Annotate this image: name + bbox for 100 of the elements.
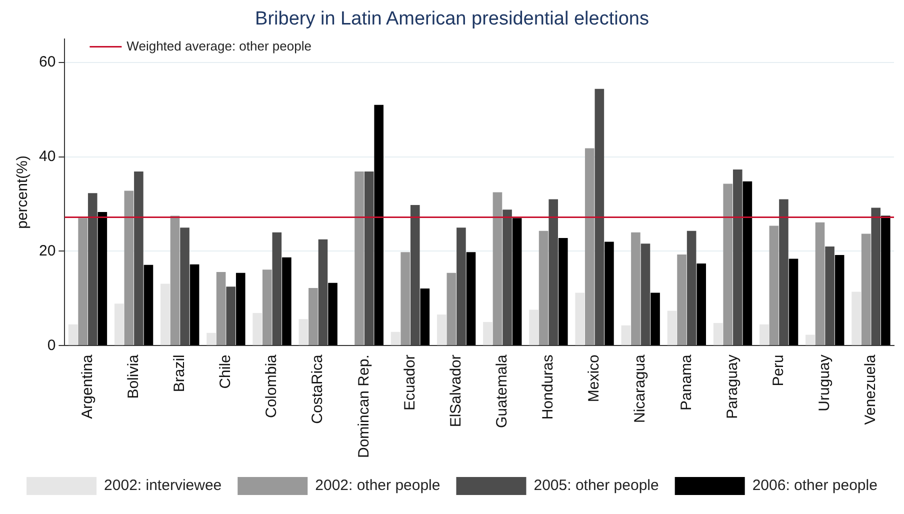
- bar: [667, 310, 677, 346]
- bar: [252, 313, 262, 346]
- x-tick-label: Peru: [770, 354, 787, 386]
- bar: [298, 319, 308, 346]
- bar: [114, 304, 124, 346]
- bar: [621, 325, 631, 346]
- bar: [374, 104, 384, 346]
- bar: [282, 257, 292, 346]
- bar: [723, 184, 732, 346]
- bar: [160, 284, 170, 346]
- legend-label: 2006: other people: [752, 477, 878, 494]
- bar: [686, 230, 696, 346]
- y-tick-label: 0: [47, 336, 56, 354]
- bar: [769, 226, 779, 346]
- x-tick-label: Bolivia: [124, 354, 142, 399]
- bar: [512, 218, 522, 346]
- x-tick-label: Venezuela: [862, 354, 880, 425]
- bar: [170, 216, 180, 346]
- bar: [834, 254, 844, 346]
- bar: [420, 288, 430, 346]
- x-tick-label: Mexico: [586, 354, 603, 402]
- x-tick-label: Guatemala: [494, 354, 511, 428]
- x-tick-label: Ecuador: [401, 354, 418, 410]
- bar: [815, 222, 825, 346]
- bar: [354, 171, 364, 346]
- bar: [529, 310, 538, 346]
- y-axis-title: percent(%): [14, 156, 32, 229]
- bar: [456, 228, 466, 346]
- y-tick-label: 60: [38, 54, 56, 71]
- bar: [78, 218, 88, 346]
- bar: [881, 216, 890, 346]
- bar: [871, 208, 881, 346]
- bar: [604, 242, 614, 346]
- x-tick-label: Nicaragua: [632, 354, 649, 423]
- bar: [548, 199, 558, 346]
- bar: [88, 193, 98, 346]
- bar: [594, 88, 604, 346]
- bar: [134, 171, 144, 346]
- bar: [492, 192, 502, 346]
- bar: [640, 244, 650, 346]
- bar: [318, 239, 328, 346]
- bar: [436, 314, 446, 346]
- legend-label: 2002: other people: [315, 477, 440, 494]
- x-tick-label: Domincan Rep.: [355, 354, 372, 458]
- bar: [236, 272, 246, 346]
- bar: [180, 228, 190, 346]
- bar: [390, 332, 400, 346]
- legend-label: 2002: interviewee: [104, 477, 222, 494]
- bar: [98, 212, 108, 346]
- bar: [68, 324, 78, 346]
- legend-label: 2005: other people: [534, 477, 659, 494]
- bar: [584, 148, 594, 346]
- x-tick-label: CostaRica: [309, 354, 326, 424]
- bar: [262, 270, 272, 346]
- bar: [806, 334, 815, 346]
- bar: [364, 171, 374, 346]
- x-tick-label: Brazil: [171, 354, 188, 392]
- bar: [696, 263, 706, 346]
- bar: [861, 234, 871, 346]
- bar: [410, 204, 420, 346]
- bar: [852, 292, 861, 346]
- bar: [216, 272, 226, 346]
- bar: [206, 332, 216, 346]
- bar: [483, 322, 492, 346]
- x-tick-label: Colombia: [263, 354, 280, 418]
- x-tick-label: ElSalvador: [447, 354, 464, 428]
- bar: [713, 322, 723, 346]
- bar: [502, 210, 512, 346]
- bar: [779, 199, 788, 346]
- bar: [328, 282, 338, 346]
- bar: [272, 232, 282, 346]
- bar: [759, 324, 769, 346]
- bar: [144, 264, 154, 346]
- legend-label: Weighted average: other people: [126, 38, 312, 54]
- bar: [558, 238, 568, 346]
- bar: [308, 288, 318, 346]
- bar: [742, 181, 752, 346]
- bar: [677, 254, 686, 346]
- bar: [575, 292, 584, 346]
- bar: [538, 230, 548, 346]
- bar: [650, 292, 660, 346]
- x-tick-label: Panama: [678, 354, 695, 410]
- bar: [190, 264, 200, 346]
- x-tick-label: Paraguay: [724, 354, 741, 419]
- bar: [446, 272, 456, 346]
- bar: [400, 252, 410, 346]
- bar: [226, 286, 236, 346]
- x-tick-label: Argentina: [78, 354, 96, 419]
- bar: [732, 170, 742, 346]
- x-tick-label: Honduras: [540, 354, 557, 420]
- chart-title: Bribery in Latin American presidential elections: [255, 8, 649, 30]
- bar: [825, 246, 834, 346]
- bar: [124, 190, 134, 346]
- x-tick-label: Uruguay: [816, 354, 834, 412]
- bar: [788, 258, 798, 346]
- y-tick-label: 20: [38, 242, 56, 260]
- bar: [631, 232, 640, 346]
- x-tick-label: Chile: [217, 354, 234, 389]
- bar: [466, 252, 476, 346]
- y-tick-label: 40: [38, 148, 56, 165]
